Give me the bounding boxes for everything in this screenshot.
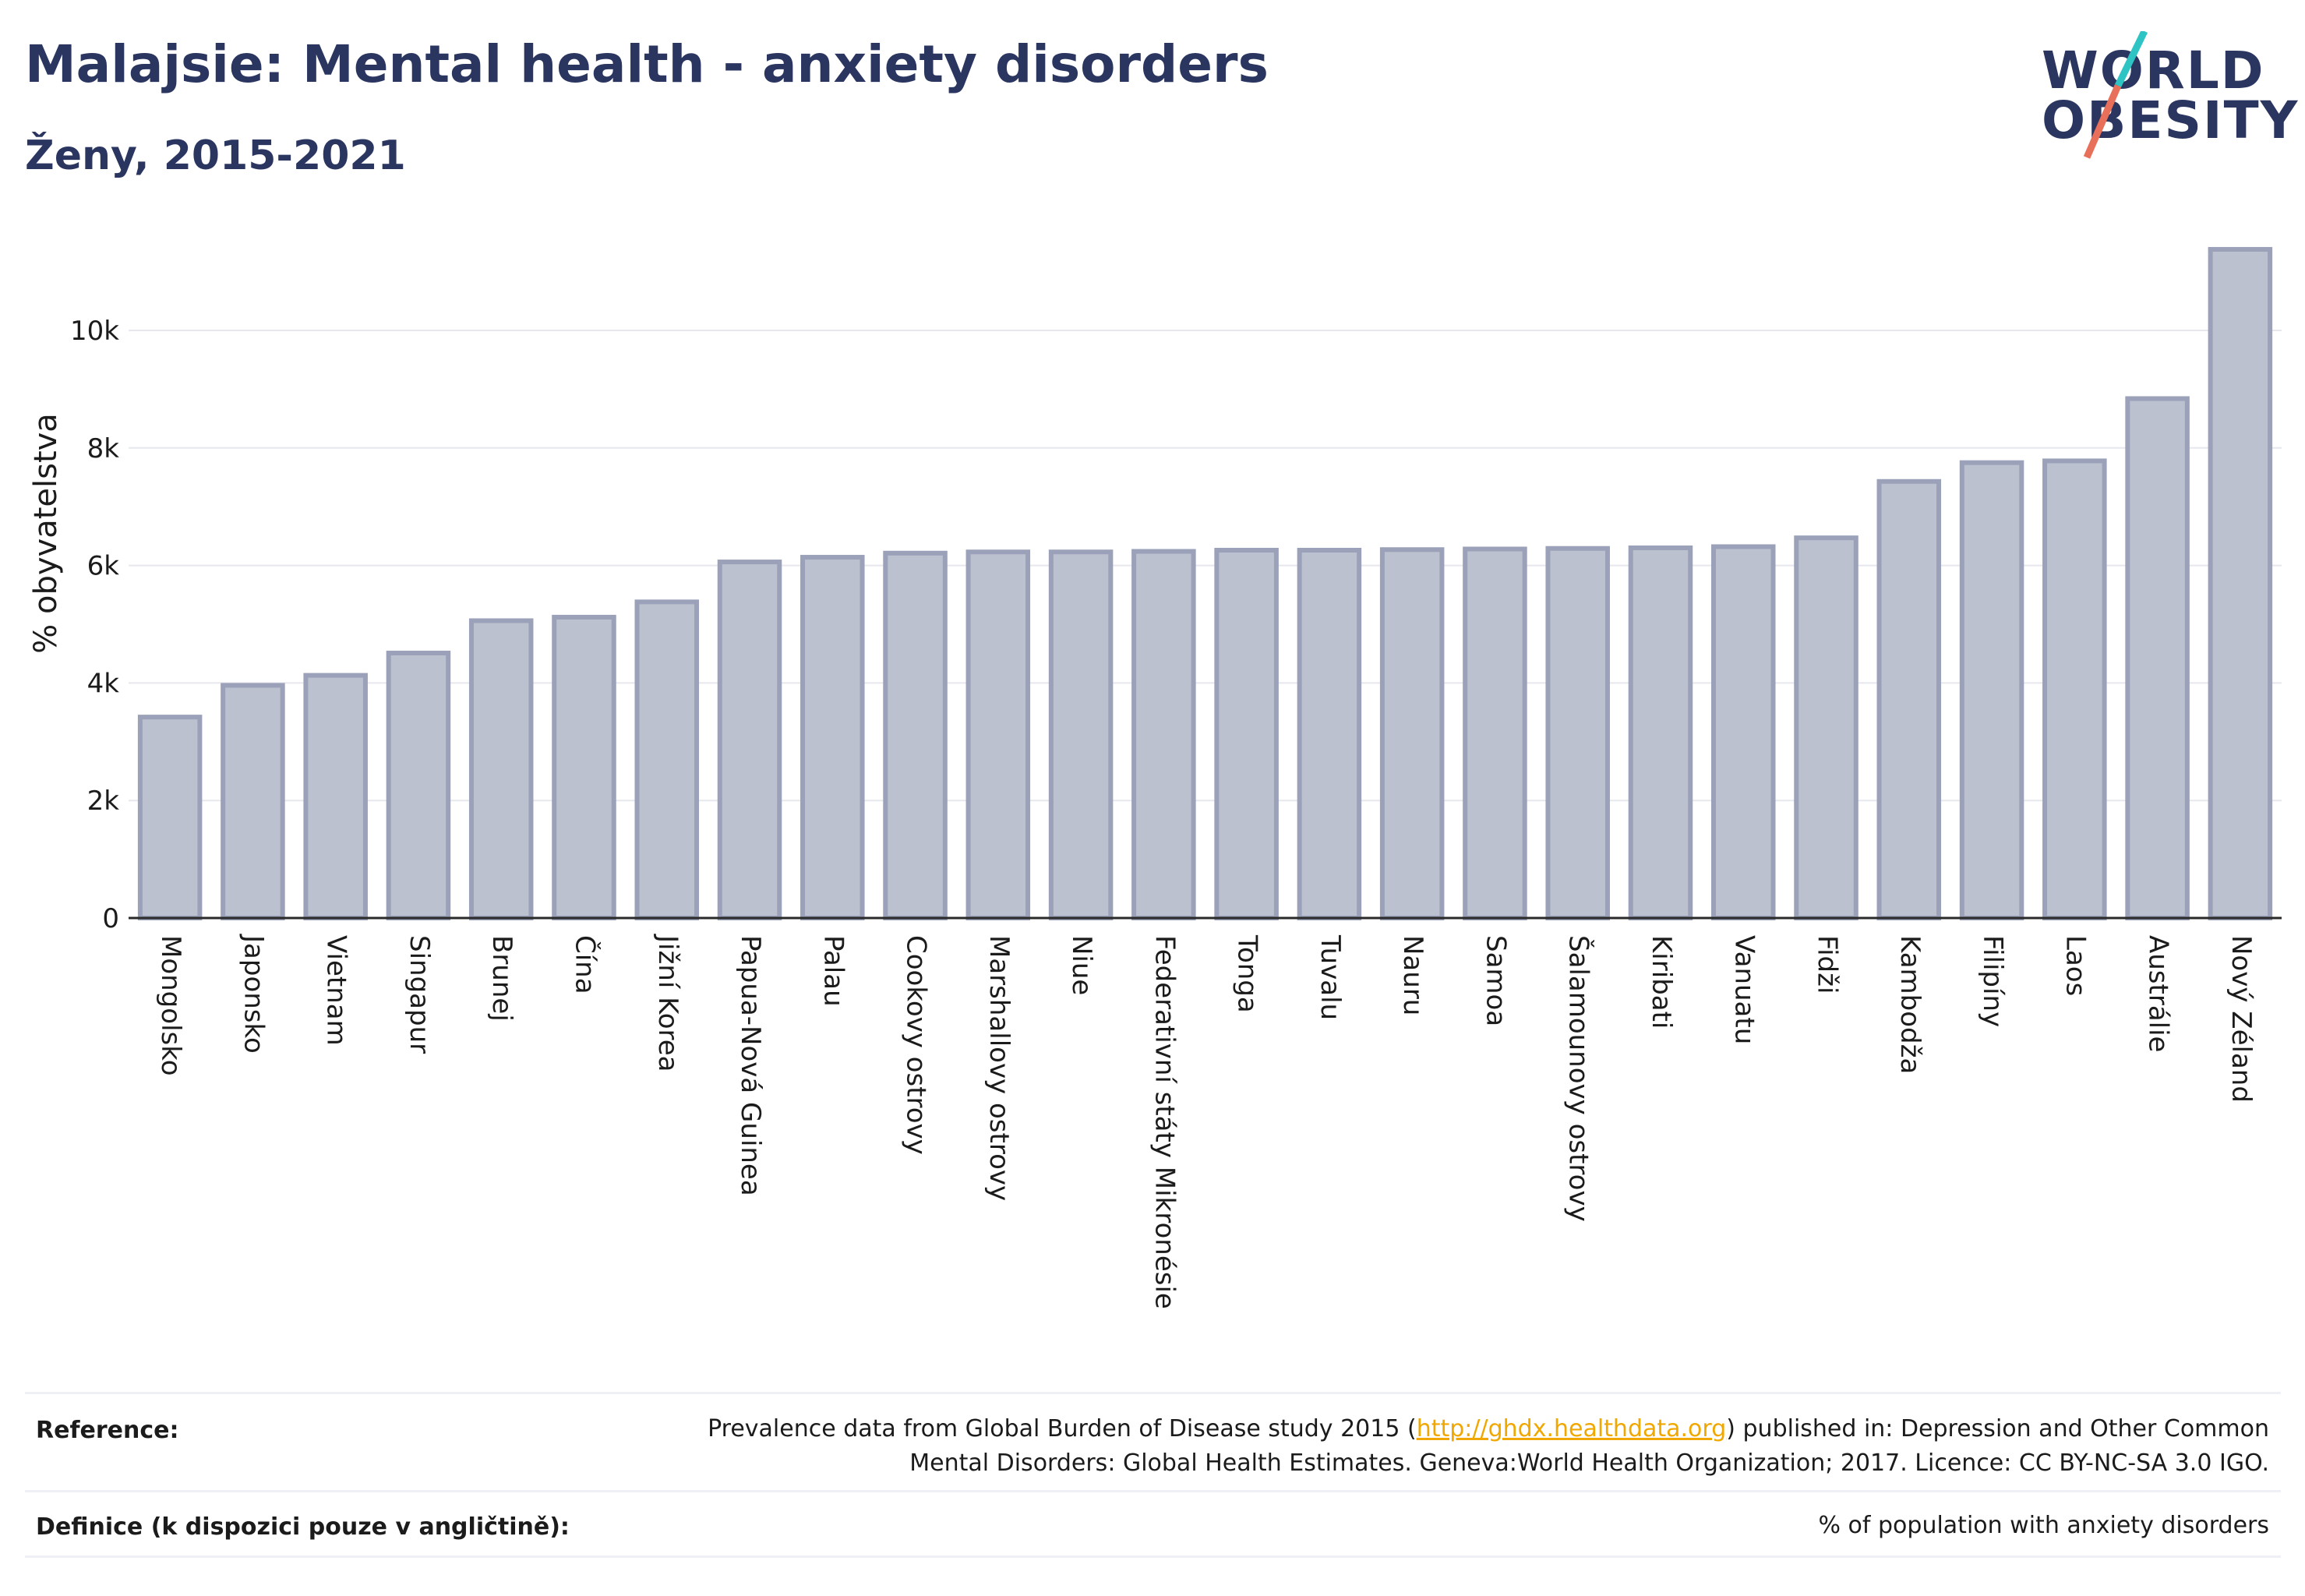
logo-slash-icon [2083, 31, 2148, 159]
x-tick-label: Japonsko [238, 934, 269, 1054]
x-tick-label: Vietnam [321, 935, 352, 1046]
definition-label: Definice (k dispozici pouze v angličtině… [36, 1513, 570, 1541]
y-tick-label: 6k [87, 551, 120, 582]
x-tick-label: Šalamounovy ostrovy [1563, 935, 1595, 1222]
bar[interactable] [1876, 478, 1942, 920]
footer-divider-middle [25, 1490, 2281, 1492]
x-tick-label: Jižní Korea [652, 934, 683, 1072]
reference-label: Reference: [36, 1417, 179, 1444]
x-tick-label: Nauru [1397, 935, 1428, 1015]
x-tick-label: Fidži [1812, 935, 1843, 994]
logo-line1: WORLD [2042, 41, 2265, 101]
bar[interactable] [1794, 535, 1858, 920]
bar[interactable] [137, 715, 203, 921]
x-tick-label: Palau [817, 935, 849, 1007]
bar[interactable] [1628, 545, 1693, 920]
x-tick-label: Kiribati [1646, 935, 1677, 1029]
bar[interactable] [1297, 547, 1362, 920]
x-tick-label: Singapur [404, 935, 435, 1054]
bars [137, 246, 2273, 921]
y-tick-label: 2k [87, 786, 120, 817]
chart-title: Malajsie: Mental health - anxiety disord… [25, 34, 1269, 94]
x-tick-labels: Mongolsko Japonsko Vietnam Singapur Brunej Čí… [155, 934, 2257, 1309]
x-tick-label: Čína [569, 935, 601, 994]
x-tick-label: Brunej [486, 935, 517, 1022]
bar[interactable] [1379, 547, 1445, 920]
x-tick-label: Tuvalu [1315, 934, 1346, 1020]
chart-subtitle: Ženy, 2015-2021 [25, 132, 406, 179]
world-obesity-logo: WORLD OBESITY [2026, 31, 2297, 171]
x-tick-label: Tonga [1232, 934, 1263, 1013]
grid-lines [129, 330, 2282, 802]
bar[interactable] [965, 549, 1031, 920]
reference-link[interactable]: http://ghdx.healthdata.org [1416, 1415, 1727, 1442]
footer-divider-bottom [25, 1555, 2281, 1558]
reference-line2: Mental Disorders: Global Health Estimate… [909, 1449, 2269, 1477]
footer-divider-top [25, 1392, 2281, 1394]
x-tick-label: Federativní státy Mikronésie [1149, 935, 1180, 1309]
x-tick-label: Laos [2060, 935, 2091, 996]
y-tick-labels: 0 2k 4k 6k 8k 10k [70, 316, 119, 934]
x-tick-label: Niue [1066, 935, 1097, 995]
x-tick-label: Marshallovy ostrovy [983, 935, 1015, 1201]
x-tick-label: Vanuatu [1728, 935, 1760, 1044]
bar-chart: 0 2k 4k 6k 8k 10k Mongolsko Japonsko Vietnam Sin… [28, 246, 2282, 1309]
bar[interactable] [1214, 547, 1279, 920]
bar[interactable] [552, 614, 616, 921]
y-tick-label: 8k [87, 433, 120, 464]
reference-text: Prevalence data from Global Burden of Di… [708, 1412, 2269, 1481]
logo-line2: OBESITY [2042, 90, 2300, 150]
bar[interactable] [303, 673, 368, 921]
bar[interactable] [468, 618, 534, 920]
bar[interactable] [386, 650, 451, 920]
bar[interactable] [883, 550, 948, 920]
x-tick-label: Samoa [1480, 935, 1511, 1026]
bar[interactable] [1131, 549, 1196, 920]
definition-text: % of population with anxiety disorders [1818, 1512, 2269, 1539]
bar[interactable] [1048, 549, 1114, 920]
x-tick-label: Mongolsko [155, 935, 186, 1076]
reference-text-after: ) published in: Depression and Other Com… [1726, 1415, 2269, 1442]
y-tick-label: 4k [87, 668, 120, 699]
bar[interactable] [2208, 246, 2273, 920]
bar[interactable] [1463, 546, 1527, 920]
bar[interactable] [221, 683, 285, 921]
y-axis-label: % obyvatelstva [28, 413, 64, 654]
bar[interactable] [800, 555, 865, 920]
bar[interactable] [634, 599, 700, 921]
reference-text-before: Prevalence data from Global Burden of Di… [708, 1415, 1417, 1442]
x-tick-label: Nový Zéland [2226, 935, 2257, 1103]
x-tick-label: Cookovy ostrovy [901, 935, 932, 1155]
x-tick-label: Papua-Nová Guinea [735, 935, 766, 1196]
x-tick-label: Austrálie [2143, 935, 2174, 1052]
bar[interactable] [1710, 544, 1776, 920]
x-tick-label: Kambodža [1894, 935, 1926, 1074]
y-tick-label: 0 [102, 903, 119, 934]
bar[interactable] [717, 560, 782, 920]
bar[interactable] [1545, 546, 1610, 920]
bar[interactable] [1959, 460, 2024, 920]
bar[interactable] [2042, 458, 2107, 920]
y-tick-label: 10k [70, 316, 119, 347]
bar[interactable] [2125, 396, 2190, 920]
x-tick-label: Filipíny [1977, 935, 2008, 1027]
